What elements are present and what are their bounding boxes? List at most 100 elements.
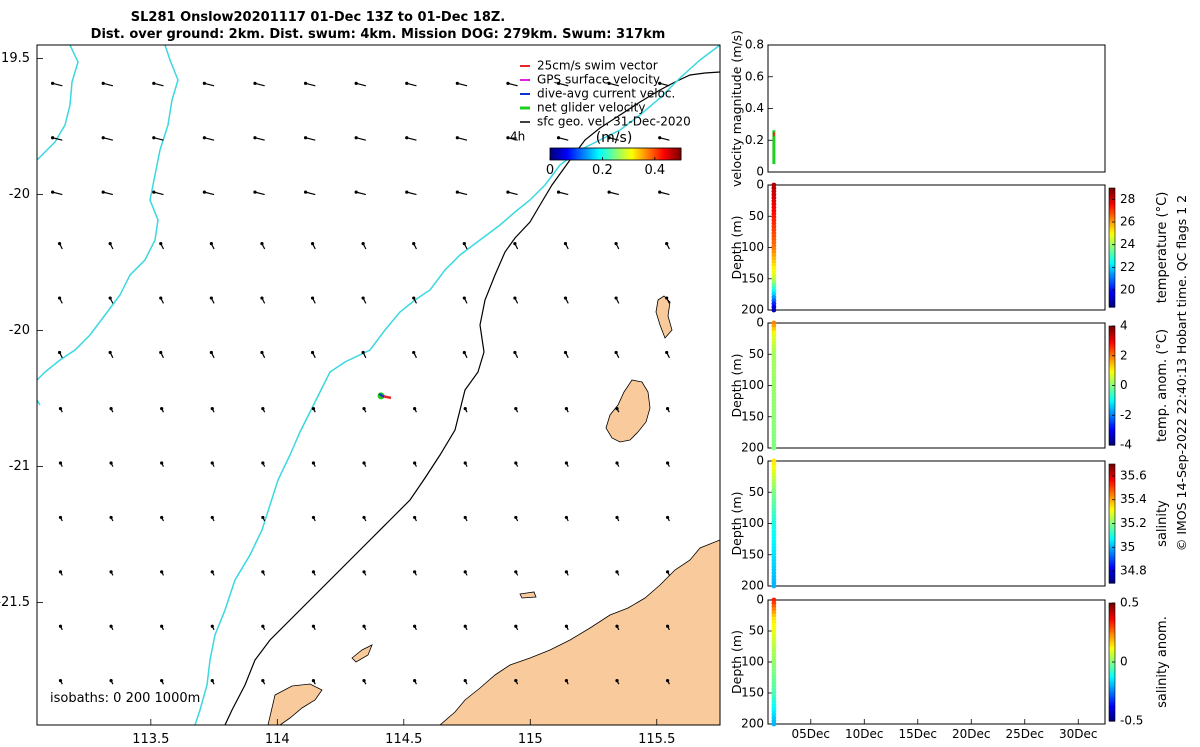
map-frame xyxy=(36,44,721,726)
geostrophic-arrow xyxy=(356,82,367,87)
geostrophic-arrowhead xyxy=(362,570,366,574)
panel-colorbar-segment xyxy=(1109,706,1115,710)
panel-colorbar-segment xyxy=(1109,487,1115,491)
geostrophic-arrowhead xyxy=(109,624,113,628)
geostrophic-arrowhead xyxy=(405,190,409,194)
speed-colorbar-segment xyxy=(589,148,592,160)
geostrophic-arrowhead xyxy=(362,407,366,411)
geostrophic-arrowhead xyxy=(665,624,670,628)
geostrophic-arrowhead xyxy=(303,190,308,194)
panel-colorbar-segment xyxy=(1109,568,1115,572)
panel-x-tick-label: 25Dec xyxy=(1006,727,1045,741)
panel-colorbar-segment xyxy=(1109,361,1115,365)
geostrophic-arrowhead xyxy=(615,461,619,465)
panel-colorbar-segment xyxy=(1109,521,1115,525)
panel-colorbar-tick-label: 35.4 xyxy=(1120,492,1147,506)
panel-colorbar-segment xyxy=(1109,617,1115,621)
panel-colorbar-segment xyxy=(1109,221,1115,225)
panel-colorbar-segment xyxy=(1109,359,1115,363)
speed-colorbar-segment xyxy=(639,148,643,160)
geostrophic-arrowhead xyxy=(607,81,611,85)
geostrophic-arrowhead xyxy=(109,570,113,574)
panel-colorbar-segment xyxy=(1109,542,1115,546)
panel-y-tick-label: 150 xyxy=(741,271,764,285)
geostrophic-arrow xyxy=(204,137,215,141)
panel-colorbar-segment xyxy=(1109,621,1115,625)
geostrophic-arrowhead xyxy=(58,679,63,683)
panel-colorbar-segment xyxy=(1109,387,1115,391)
geostrophic-arrowhead xyxy=(108,350,112,355)
panel-y-tick-label: 0.8 xyxy=(745,38,764,52)
geostrophic-arrowhead xyxy=(311,570,316,574)
panel-colorbar-segment xyxy=(1109,566,1115,570)
panel-colorbar-segment xyxy=(1109,264,1115,268)
geostrophic-arrowhead xyxy=(51,136,55,140)
panel-colorbar-segment xyxy=(1109,235,1115,239)
profile-sample xyxy=(771,307,777,313)
panel-colorbar-segment xyxy=(1109,638,1115,642)
map-x-axis: 113.5 114 114.5 115 115.5 xyxy=(132,719,675,747)
geostrophic-arrow xyxy=(153,137,164,141)
isobath-shallow xyxy=(224,71,720,725)
panel-colorbar-segment xyxy=(1109,652,1115,656)
speed-colorbar-segment xyxy=(672,148,675,160)
geostrophic-arrowhead xyxy=(57,242,62,246)
panel-colorbar-segment xyxy=(1109,442,1115,446)
panel-colorbar-segment xyxy=(1109,603,1115,606)
panel-colorbar-segment xyxy=(1109,716,1115,720)
panel-colorbar-segment xyxy=(1109,223,1115,227)
panel-colorbar-segment xyxy=(1109,711,1115,715)
geostrophic-arrowhead xyxy=(413,624,417,628)
profile-sample xyxy=(771,721,777,727)
panel-colorbar-tick-label: 34.8 xyxy=(1120,564,1147,578)
geostrophic-arrowhead xyxy=(665,407,670,411)
speed-colorbar-ticks: 0 0.2 0.4 xyxy=(546,157,665,178)
geostrophic-arrowhead xyxy=(462,242,466,246)
geostrophic-arrowhead xyxy=(311,461,316,465)
geostrophic-arrowhead xyxy=(564,515,569,520)
panel-colorbar-segment xyxy=(1109,556,1115,560)
speed-colorbar-segment xyxy=(654,148,658,160)
geostrophic-arrow xyxy=(305,137,316,141)
geostrophic-arrowhead xyxy=(514,407,518,411)
speed-colorbar-segment xyxy=(676,148,680,160)
geostrophic-arrowhead xyxy=(413,679,417,683)
geostrophic-arrow xyxy=(153,191,164,196)
geostrophic-arrowhead xyxy=(514,461,518,465)
panel-colorbar-segment xyxy=(1109,385,1115,389)
panel-colorbar-segment xyxy=(1109,571,1115,575)
panel-colorbar-segment xyxy=(1109,547,1115,551)
geostrophic-arrowhead xyxy=(310,242,315,246)
geostrophic-arrowhead xyxy=(513,296,517,300)
panel-colorbar-segment xyxy=(1109,192,1115,196)
geostrophic-arrow xyxy=(103,82,114,87)
geostrophic-arrowhead xyxy=(658,136,662,140)
panel-colorbar-tick-label: -0.5 xyxy=(1120,714,1143,728)
panel-colorbar-segment xyxy=(1109,390,1115,394)
panel-y-tick-label: 50 xyxy=(749,209,764,223)
panel-colorbar-segment xyxy=(1109,211,1115,215)
speed-colorbar-tick-label: 0.4 xyxy=(644,163,665,178)
panel-x-tick-label: 05Dec xyxy=(792,727,831,741)
geostrophic-arrowhead xyxy=(210,679,214,683)
geostrophic-arrowhead xyxy=(354,136,358,140)
panel-colorbar-segment xyxy=(1109,228,1115,232)
panel-colorbar-segment xyxy=(1109,290,1115,294)
panel-colorbar-tick-label: 35.2 xyxy=(1120,516,1147,530)
geostrophic-arrowhead xyxy=(463,624,467,628)
panel-colorbar-segment xyxy=(1109,333,1115,337)
panel-colorbar-segment xyxy=(1109,380,1115,384)
panel-colorbar-segment xyxy=(1109,347,1115,351)
panel-colorbar-tick-label: 26 xyxy=(1120,215,1135,229)
panel-colorbar-segment xyxy=(1109,640,1115,644)
geostrophic-arrowhead xyxy=(405,136,409,140)
island-small-1 xyxy=(519,591,537,599)
geostrophic-arrow xyxy=(103,191,114,196)
panel-colorbar-segment xyxy=(1109,647,1115,651)
geostrophic-arrowhead xyxy=(455,190,459,194)
panel-colorbar-segment xyxy=(1109,280,1115,284)
speed-colorbar: (m/s) 0 0.2 0.4 xyxy=(546,130,682,178)
panel-colorbar-segment xyxy=(1109,657,1115,661)
panel-colorbar-segment xyxy=(1109,254,1115,258)
